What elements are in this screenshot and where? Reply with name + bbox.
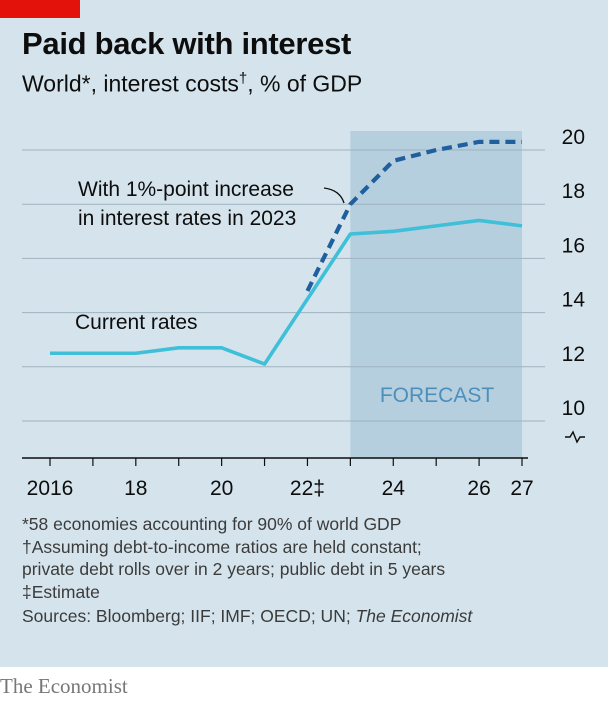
chart-subtitle: World*, interest costs†, % of GDP bbox=[22, 70, 362, 98]
subtitle-main: World*, interest costs bbox=[22, 70, 239, 97]
chart-card: Paid back with interest World*, interest… bbox=[0, 0, 608, 667]
brand-red-tag bbox=[0, 0, 80, 18]
brand-logo-text: The Economist bbox=[0, 674, 128, 698]
increase-label-line-1: With 1%-point increase bbox=[78, 178, 294, 201]
footnote-economies: *58 economies accounting for 90% of worl… bbox=[22, 514, 402, 534]
x-tick-label: 22‡ bbox=[290, 477, 325, 500]
y-tick-label: 16 bbox=[562, 234, 585, 257]
y-tick-label: 10 bbox=[562, 397, 585, 420]
forecast-band bbox=[350, 131, 522, 458]
sources-line: Sources: Bloomberg; IIF; IMF; OECD; UN; … bbox=[22, 605, 602, 628]
axis-break-icon bbox=[565, 430, 585, 444]
forecast-label: FORECAST bbox=[380, 384, 495, 407]
sources-economist: The Economist bbox=[355, 606, 473, 626]
y-tick-label: 14 bbox=[562, 289, 586, 312]
subtitle-dagger: † bbox=[238, 70, 248, 87]
sources-text: Sources: Bloomberg; IIF; IMF; OECD; UN; bbox=[22, 606, 356, 626]
x-tick-label: 27 bbox=[510, 477, 533, 500]
chart-title: Paid back with interest bbox=[22, 26, 352, 61]
footnote-assumption-cont: private debt rolls over in 2 years; publ… bbox=[22, 559, 446, 579]
y-tick-label: 20 bbox=[562, 126, 585, 149]
x-tick-label: 20 bbox=[210, 477, 233, 500]
current-rates-label: Current rates bbox=[75, 311, 198, 334]
footnotes: *58 economies accounting for 90% of worl… bbox=[22, 513, 602, 628]
y-tick-label: 12 bbox=[562, 343, 585, 366]
subtitle-tail: , % of GDP bbox=[247, 70, 363, 97]
footnote-assumption: †Assuming debt-to-income ratios are held… bbox=[22, 536, 422, 557]
increase-label-line-2: in interest rates in 2023 bbox=[78, 207, 296, 230]
x-tick-label: 2016 bbox=[27, 477, 74, 500]
footnote-estimate: ‡Estimate bbox=[22, 581, 100, 602]
increase-rates-line bbox=[305, 139, 522, 292]
current-rates-line bbox=[50, 218, 523, 366]
x-tick-label: 18 bbox=[124, 477, 147, 500]
x-tick-label: 24 bbox=[382, 477, 406, 500]
y-tick-label: 18 bbox=[562, 180, 585, 203]
x-tick-label: 26 bbox=[467, 477, 490, 500]
increase-label-leader bbox=[323, 187, 345, 204]
